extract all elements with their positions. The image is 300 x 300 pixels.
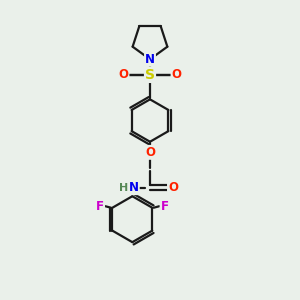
Text: O: O	[145, 146, 155, 159]
Text: N: N	[145, 53, 155, 66]
Text: O: O	[172, 68, 182, 81]
Text: O: O	[168, 181, 178, 194]
Text: F: F	[96, 200, 104, 213]
Text: N: N	[129, 181, 139, 194]
Text: H: H	[119, 183, 128, 193]
Text: F: F	[160, 200, 169, 213]
Text: O: O	[118, 68, 128, 81]
Text: S: S	[145, 68, 155, 82]
